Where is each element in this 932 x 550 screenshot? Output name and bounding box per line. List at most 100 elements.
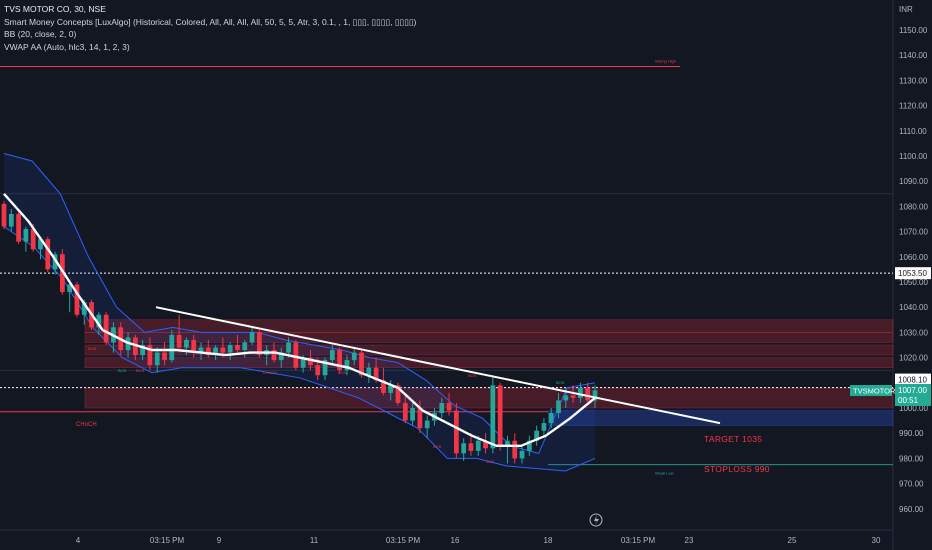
supply-zone: [84, 344, 894, 356]
choch-label: CHoCH: [76, 422, 97, 428]
candle-body: [23, 229, 29, 242]
candle-body: [249, 332, 255, 343]
chart-legend: TVS MOTOR CO, 30, NSE Smart Money Concep…: [4, 3, 416, 53]
candle-body: [359, 352, 364, 376]
candle-body: [52, 254, 58, 270]
legend-indicator-bb[interactable]: BB (20, close, 2, 0): [4, 29, 77, 39]
stoploss-label: STOPLOSS 990: [704, 464, 770, 474]
candle-body: [169, 334, 175, 361]
candle: [74, 282, 80, 318]
candle-body: [271, 350, 277, 361]
y-tick-label: 990.00: [899, 429, 924, 438]
candle-body: [395, 385, 401, 403]
y-tick-label: 1070.00: [899, 228, 928, 237]
bb-lower-line: [3, 226, 596, 472]
candle-body: [497, 385, 503, 446]
y-tick-label: 1090.00: [899, 177, 928, 186]
supply-zone: [84, 319, 894, 333]
x-tick-label: 11: [310, 536, 319, 545]
candle: [541, 418, 547, 436]
candle: [526, 435, 532, 456]
candle: [278, 347, 284, 368]
candle: [570, 385, 576, 403]
candle: [548, 408, 554, 429]
candle: [578, 382, 583, 403]
candle: [585, 382, 591, 403]
candle: [417, 400, 423, 434]
x-tick-label: 25: [788, 536, 797, 545]
candle-body: [519, 450, 525, 459]
candle-body: [483, 440, 488, 449]
vwap-line: [3, 193, 596, 447]
candle-body: [176, 334, 182, 348]
structure-label: CHoCH: [263, 370, 277, 375]
candle: [45, 236, 51, 272]
x-tick-label: 03:15 PM: [621, 536, 656, 545]
candle-body: [74, 284, 80, 315]
x-tick-label: 23: [685, 536, 694, 545]
structure-label: BOS: [556, 380, 565, 385]
candle-body: [322, 360, 328, 376]
candle-body: [424, 420, 430, 429]
bb-upper-line: [3, 153, 596, 454]
y-tick-label: 970.00: [899, 480, 924, 489]
candle-body: [278, 352, 284, 361]
legend-symbol[interactable]: TVS MOTOR CO, 30, NSE: [4, 4, 106, 14]
y-tick-label: 1030.00: [899, 328, 928, 337]
candle-body: [30, 229, 36, 250]
x-tick-label: 4: [76, 536, 81, 545]
candle-body: [534, 430, 540, 441]
candle: [162, 342, 167, 366]
candle-body: [512, 440, 518, 459]
candle: [322, 357, 328, 381]
candle: [52, 251, 58, 275]
x-tick-label: 30: [872, 536, 881, 545]
candle-body: [140, 345, 146, 356]
legend-indicator-vwap[interactable]: VWAP AA (Auto, hlc3, 14, 1, 2, 3): [4, 41, 130, 52]
candle-body: [293, 342, 299, 368]
candle: [23, 226, 29, 252]
supply-zone: [84, 357, 894, 368]
y-tick-label: 1060.00: [899, 253, 928, 262]
candle: [67, 279, 73, 313]
candle: [227, 342, 233, 361]
structure-label: BOS: [88, 346, 97, 351]
candle: [132, 334, 138, 361]
candle: [439, 397, 445, 419]
x-tick-label: 9: [217, 536, 222, 545]
structure-label: BOS: [118, 368, 127, 373]
candle-body: [388, 385, 394, 393]
y-tick-label: 1100.00: [899, 152, 928, 161]
structure-label: BOS: [468, 373, 477, 378]
candle-body: [556, 400, 561, 414]
legend-indicator-smc[interactable]: Smart Money Concepts [LuxAlgo] (Historic…: [4, 16, 417, 27]
structure-label: BOS: [486, 459, 495, 464]
candle: [169, 329, 175, 363]
axis-unit: INR: [899, 5, 913, 14]
candle-body: [461, 443, 467, 454]
candle: [337, 347, 343, 373]
candle: [424, 415, 430, 439]
candle: [249, 327, 255, 345]
weak-low-label: Weak Low: [655, 471, 674, 476]
candle: [344, 355, 350, 376]
candle: [242, 339, 248, 358]
candle: [8, 208, 14, 232]
candle: [16, 211, 21, 245]
candle: [147, 337, 153, 371]
candle-body: [191, 339, 197, 353]
candle: [293, 339, 299, 371]
y-tick-label: 1020.00: [899, 354, 928, 363]
candle: [402, 395, 408, 424]
candle-body: [505, 440, 510, 446]
candle-body: [402, 402, 408, 421]
candle: [483, 433, 488, 454]
candle: [497, 382, 503, 451]
candle: [103, 312, 109, 345]
candle-body: [81, 302, 87, 315]
candle-body: [103, 314, 109, 343]
candle: [490, 375, 496, 454]
candle-body: [286, 342, 291, 353]
candle-body: [235, 345, 240, 351]
